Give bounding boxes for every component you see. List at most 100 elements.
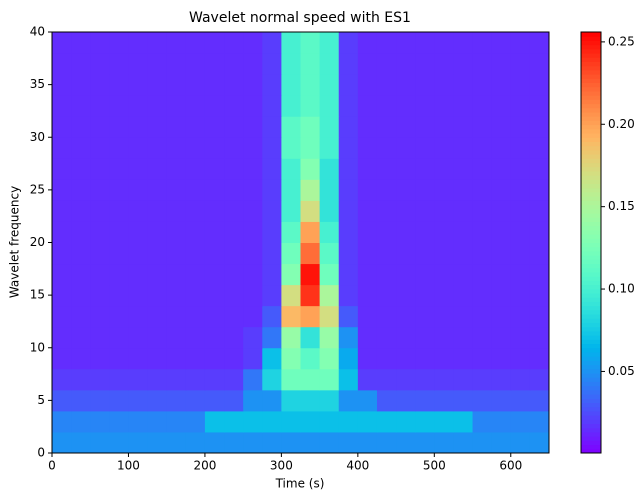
heatmap-cell xyxy=(319,53,340,75)
heatmap-cell xyxy=(243,284,263,307)
heatmap-cell xyxy=(300,347,321,370)
colorbar-segment xyxy=(581,183,601,189)
heatmap-cell xyxy=(396,53,416,75)
heatmap-cell xyxy=(319,137,340,159)
heatmap-cell xyxy=(415,95,435,117)
heatmap-cell xyxy=(262,347,282,370)
heatmap-cell xyxy=(434,116,454,138)
heatmap-cell xyxy=(109,431,129,454)
heatmap-cell xyxy=(90,32,110,54)
heatmap-cell xyxy=(90,221,110,243)
heatmap-cell xyxy=(204,95,225,117)
heatmap-cell xyxy=(185,389,206,412)
heatmap-cell xyxy=(376,347,397,370)
heatmap-cell xyxy=(243,74,263,96)
colorbar-segment xyxy=(581,217,601,222)
heatmap-cell xyxy=(319,305,340,328)
heatmap-cell xyxy=(52,200,72,222)
heatmap-cell xyxy=(166,221,187,243)
heatmap-cell xyxy=(71,284,91,307)
heatmap-cell xyxy=(376,305,397,328)
heatmap-cell xyxy=(529,410,550,433)
heatmap-cell xyxy=(52,284,72,307)
heatmap-cell xyxy=(300,389,321,412)
heatmap-cell xyxy=(128,74,149,96)
colorbar-segment xyxy=(581,225,601,231)
heatmap-cell xyxy=(319,263,340,286)
heatmap-cell xyxy=(166,32,187,54)
heatmap-cell xyxy=(376,221,397,243)
heatmap-cell xyxy=(128,158,149,180)
heatmap-cell xyxy=(147,389,168,412)
heatmap-cell xyxy=(147,221,168,243)
heatmap-cell xyxy=(147,53,168,75)
y-tick-label: 25 xyxy=(30,182,45,196)
colorbar-segment xyxy=(581,158,601,164)
heatmap-cell xyxy=(281,200,301,222)
y-tick-label: 10 xyxy=(30,340,45,354)
heatmap-cell xyxy=(415,158,435,180)
heatmap-cell xyxy=(510,179,531,201)
heatmap-cell xyxy=(166,137,187,159)
heatmap-cell xyxy=(90,95,110,117)
heatmap-cell xyxy=(434,179,454,201)
heatmap-cell xyxy=(166,326,187,349)
heatmap-cell xyxy=(338,263,359,286)
heatmap-cell xyxy=(510,53,531,75)
heatmap-cell xyxy=(224,74,244,96)
colorbar-tick-label: 0.05 xyxy=(608,364,635,378)
heatmap-cell xyxy=(415,242,435,265)
colorbar-segment xyxy=(581,419,601,425)
heatmap-cell xyxy=(147,32,168,54)
heatmap-cell xyxy=(147,95,168,117)
heatmap-cell xyxy=(185,410,206,433)
heatmap-cell xyxy=(262,53,282,75)
heatmap-cell xyxy=(71,389,91,412)
heatmap-cell xyxy=(147,284,168,307)
heatmap-cell xyxy=(204,263,225,286)
heatmap-cell xyxy=(243,221,263,243)
colorbar-segment xyxy=(581,242,601,248)
heatmap-cell xyxy=(52,389,72,412)
heatmap-cell xyxy=(529,431,550,454)
heatmap-cell xyxy=(529,347,550,370)
heatmap-cell xyxy=(396,200,416,222)
heatmap-cell xyxy=(453,158,474,180)
heatmap-cell xyxy=(510,221,531,243)
heatmap-cell xyxy=(128,95,149,117)
heatmap-cell xyxy=(453,32,474,54)
heatmap-cell xyxy=(510,158,531,180)
heatmap-cell xyxy=(128,200,149,222)
heatmap-cell xyxy=(510,116,531,138)
heatmap-cell xyxy=(415,326,435,349)
heatmap-cell xyxy=(71,116,91,138)
colorbar-segment xyxy=(581,48,601,54)
heatmap-cell xyxy=(453,305,474,328)
colorbar-segment xyxy=(581,406,601,412)
heatmap-cell xyxy=(510,242,531,265)
heatmap-cell xyxy=(491,347,512,370)
heatmap-cell xyxy=(52,410,72,433)
heatmap-cell xyxy=(243,347,263,370)
heatmap-cell xyxy=(262,410,282,433)
heatmap-cell xyxy=(300,242,321,265)
heatmap-cell xyxy=(472,53,493,75)
heatmap-cell xyxy=(281,368,301,391)
heatmap-cell xyxy=(491,284,512,307)
heatmap-cell xyxy=(109,347,129,370)
heatmap-cell xyxy=(357,242,378,265)
heatmap-cell xyxy=(300,179,321,201)
heatmap-cell xyxy=(281,32,301,54)
heatmap-cell xyxy=(338,95,359,117)
heatmap-cell xyxy=(147,74,168,96)
heatmap-cell xyxy=(472,431,493,454)
heatmap-cell xyxy=(90,116,110,138)
heatmap-cell xyxy=(491,137,512,159)
heatmap-cell xyxy=(262,284,282,307)
colorbar-segment xyxy=(581,74,601,79)
heatmap-cell xyxy=(281,158,301,180)
colorbar-segment xyxy=(581,107,601,113)
colorbar-segment xyxy=(581,128,601,134)
colorbar-segment xyxy=(581,95,601,100)
heatmap-cell xyxy=(300,221,321,243)
